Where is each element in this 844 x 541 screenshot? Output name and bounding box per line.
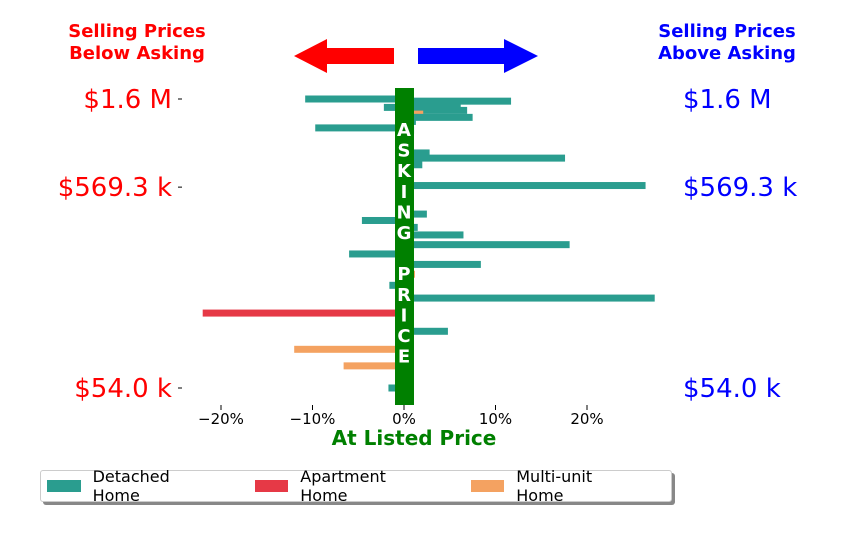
x-tick-label: 10% [479,410,512,428]
bar [404,260,481,268]
x-tick-label: −10% [290,410,336,428]
asking-price-letter: G [397,223,412,244]
x-tick-label: −20% [198,410,244,428]
bar [404,154,566,162]
x-tick-label: 20% [570,410,603,428]
asking-price-letter: C [397,326,410,347]
y-tick-label-right: $569.3 k [683,173,797,203]
legend-item-multiunit: Multi-unit Home [470,467,643,505]
bar [349,250,404,258]
asking-price-letter: P [397,264,410,285]
asking-price-letter: S [398,141,411,162]
asking-price-letter: A [397,120,411,141]
bar [404,241,570,249]
x-tick-label: 0% [392,410,416,428]
arrow-right-icon [418,39,538,73]
y-tick-label-right: $1.6 M [683,85,772,115]
y-axis-left: $1.6 M $569.3 k $54.0 k [58,85,182,404]
bar [305,95,404,103]
y-tick-label-left: $1.6 M [83,85,172,115]
legend-label-multiunit: Multi-unit Home [516,467,593,505]
bar [404,210,427,218]
asking-price-letter: R [397,285,411,306]
above-asking-line1: Selling Prices [658,21,796,42]
legend-swatch-multiunit [470,480,505,492]
asking-price-band [395,88,414,405]
legend-swatch-detached [47,480,81,492]
legend: Detached Home Apartment Home Multi-unit … [40,467,672,505]
bar [315,124,404,132]
bar [404,149,430,157]
bar [383,103,404,111]
below-asking-line2: Below Asking [69,43,205,64]
y-tick-label-left: $54.0 k [74,374,172,404]
bar [404,101,461,109]
bar [404,106,468,114]
legend-item-detached: Detached Home [47,467,221,505]
bars-layer [202,95,655,392]
legend-swatch-apartment [254,480,289,492]
below-asking-header: Selling Prices Below Asking [42,21,232,65]
bar [404,182,646,190]
asking-price-letter: E [398,347,410,368]
legend-label-apartment: Apartment Home [300,467,386,505]
bar [361,216,404,224]
asking-price-letter: K [397,161,412,182]
asking-price-letter: I [401,305,408,326]
bar [343,362,404,370]
y-tick-label-left: $569.3 k [58,173,172,203]
asking-price-letter: I [401,182,408,203]
y-tick-label-right: $54.0 k [683,374,781,404]
y-axis-right: $1.6 M $569.3 k $54.0 k [683,85,797,404]
legend-item-apartment: Apartment Home [254,467,437,505]
bar [294,345,404,353]
arrow-left-icon [294,39,394,73]
asking-price-letter: N [396,202,411,223]
x-axis-label: At Listed Price [332,426,497,450]
above-asking-line2: Above Asking [658,43,796,64]
below-asking-line1: Selling Prices [68,21,206,42]
bar [404,327,448,335]
bar [404,113,473,121]
bar [404,231,464,239]
legend-label-detached: Detached Home [92,467,170,505]
bar [404,294,655,302]
above-asking-header: Selling Prices Above Asking [632,21,822,65]
x-axis: −20% −10% 0% 10% 20% [198,405,604,428]
bar [202,309,404,317]
